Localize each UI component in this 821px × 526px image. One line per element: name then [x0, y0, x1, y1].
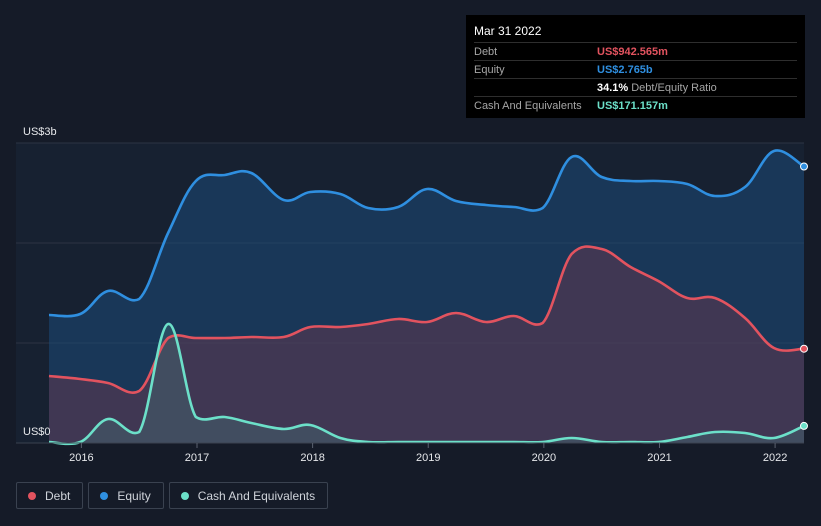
tooltip: Mar 31 2022 Debt US$942.565m Equity US$2… — [466, 15, 805, 118]
legend-label-cash: Cash And Equivalents — [197, 488, 316, 503]
tooltip-row-equity: Equity US$2.765b — [474, 60, 797, 78]
equity-end-point — [800, 162, 808, 171]
tooltip-equity-label: Equity — [474, 63, 505, 76]
x-tick-label: 2021 — [647, 452, 671, 464]
tooltip-row-cash: Cash And Equivalents US$171.157m — [474, 96, 797, 114]
tooltip-ratio-label: Debt/Equity Ratio — [631, 81, 717, 94]
y-axis-bottom-label: US$0 — [23, 426, 51, 438]
legend-label-debt: Debt — [45, 488, 71, 503]
y-axis-top-label: US$3b — [23, 126, 57, 138]
tooltip-cash-value: US$171.157m — [597, 99, 668, 112]
equity-dot-icon — [100, 491, 109, 500]
cash-and-equivalents-line — [48, 322, 805, 446]
x-tick-label: 2020 — [532, 452, 556, 464]
legend-item-equity[interactable]: Equity — [88, 482, 164, 509]
legend: Debt Equity Cash And Equivalents — [16, 482, 333, 509]
x-tick-label: 2022 — [763, 452, 787, 464]
tooltip-row-ratio: 34.1% Debt/Equity Ratio — [474, 78, 797, 96]
equity-line — [48, 149, 805, 318]
tooltip-debt-value: US$942.565m — [597, 45, 668, 58]
x-tick-label: 2016 — [69, 452, 93, 464]
tooltip-date: Mar 31 2022 — [474, 24, 542, 38]
tooltip-cash-label: Cash And Equivalents — [474, 99, 582, 112]
legend-label-equity: Equity — [117, 488, 151, 503]
legend-item-cash[interactable]: Cash And Equivalents — [168, 482, 329, 509]
x-tick-label: 2019 — [416, 452, 440, 464]
tooltip-equity-value: US$2.765b — [597, 63, 653, 76]
debt-area — [49, 246, 804, 443]
legend-item-debt[interactable]: Debt — [16, 482, 84, 509]
debt-end-point — [800, 344, 808, 353]
tooltip-row-debt: Debt US$942.565m — [474, 42, 797, 60]
x-tick-label: 2017 — [185, 452, 209, 464]
debt-dot-icon — [28, 491, 36, 500]
x-tick-label: 2018 — [300, 452, 324, 464]
tooltip-ratio-value: 34.1% — [597, 81, 629, 94]
debt-line — [48, 245, 805, 394]
cash-dot-icon — [180, 491, 189, 500]
cash-and-equivalents-end-point — [800, 421, 808, 430]
tooltip-debt-label: Debt — [474, 45, 498, 58]
